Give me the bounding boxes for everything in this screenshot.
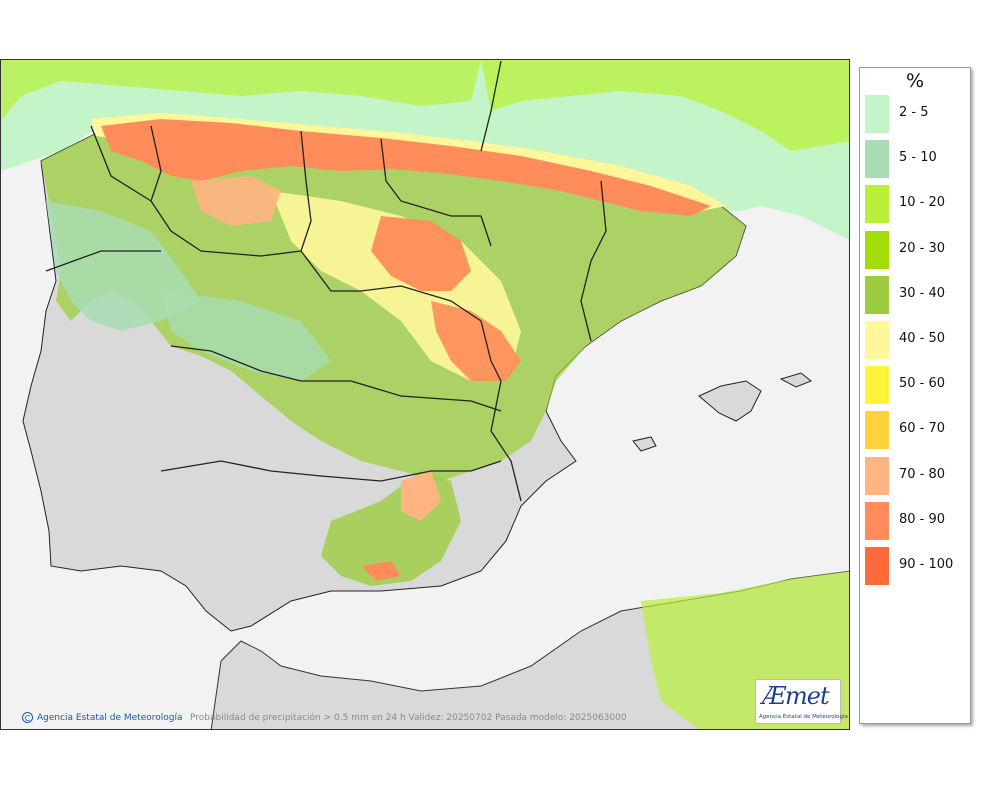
legend-unit: % <box>905 70 925 92</box>
ibiza-island <box>632 436 657 452</box>
legend-swatch <box>865 547 889 585</box>
credit-line: C Agencia Estatal de Meteorología <box>22 712 183 723</box>
map-caption: Probabilidad de precipitación > 0.5 mm e… <box>190 713 627 723</box>
legend-item: 20 - 30 <box>863 230 968 270</box>
legend-swatch <box>865 140 889 179</box>
aemet-logo: Æmet Agencia Estatal de Meteorología <box>755 679 848 724</box>
legend-item: 5 - 10 <box>863 139 968 179</box>
leon-orange <box>191 176 281 226</box>
region-boundaries <box>45 60 607 502</box>
legend-label: 60 - 70 <box>899 421 946 437</box>
legend-label: 70 - 80 <box>899 466 946 482</box>
sierra-nevada-orange <box>361 561 401 581</box>
legend-item: 80 - 90 <box>863 501 968 541</box>
legend-label: 50 - 60 <box>899 376 946 392</box>
logo-subtitle: Agencia Estatal de Meteorología <box>759 714 848 720</box>
center-light-green <box>161 291 331 381</box>
france-land <box>1 60 849 240</box>
legend-swatch <box>865 275 889 314</box>
legend-swatch <box>865 230 889 269</box>
legend-swatch <box>865 456 889 495</box>
legend-swatch <box>865 185 889 224</box>
iberian-system-red <box>371 216 471 291</box>
iberian-south-red <box>431 301 521 381</box>
legend-item: 2 - 5 <box>863 94 968 134</box>
legend-swatch <box>865 321 889 359</box>
logo-wordmark: Æmet <box>762 682 830 710</box>
logo-mark-a: Æ <box>762 682 786 710</box>
biscay-green <box>1 60 481 121</box>
mallorca-island <box>698 380 762 422</box>
credit-text: Agencia Estatal de Meteorología <box>37 712 183 723</box>
legend-swatch <box>865 95 889 133</box>
legend-label: 20 - 30 <box>899 240 946 256</box>
france-green <box>481 60 849 151</box>
menorca-island <box>779 372 812 388</box>
legend-item: 50 - 60 <box>863 365 968 405</box>
legend-panel: % 2 - 5 5 - 10 10 - 20 20 - 30 30 - 40 40 - 5… <box>859 67 971 724</box>
legend-item: 60 - 70 <box>863 410 968 450</box>
legend-item: 70 - 80 <box>863 456 968 496</box>
map-canvas <box>1 60 849 729</box>
legend-label: 10 - 20 <box>899 195 946 211</box>
betic-orange <box>401 471 441 521</box>
legend-swatch <box>865 366 889 405</box>
legend-swatch <box>865 411 889 450</box>
legend-item: 90 - 100 <box>863 546 968 586</box>
legend-swatch <box>865 501 889 540</box>
precipitation-probability-map <box>0 59 850 730</box>
legend-label: 90 - 100 <box>899 557 954 572</box>
cantabrian-red-zone <box>101 119 711 216</box>
legend-label: 80 - 90 <box>899 511 946 527</box>
copyright-icon: C <box>22 712 33 723</box>
legend-label: 5 - 10 <box>899 150 937 166</box>
legend-item: 40 - 50 <box>863 320 968 360</box>
legend-item: 30 - 40 <box>863 275 968 315</box>
legend-label: 2 - 5 <box>899 105 929 120</box>
west-light-green <box>46 201 201 331</box>
legend-label: 40 - 50 <box>899 331 946 346</box>
legend-item: 10 - 20 <box>863 184 968 224</box>
legend-label: 30 - 40 <box>899 285 946 301</box>
logo-mark-b: met <box>785 682 830 710</box>
